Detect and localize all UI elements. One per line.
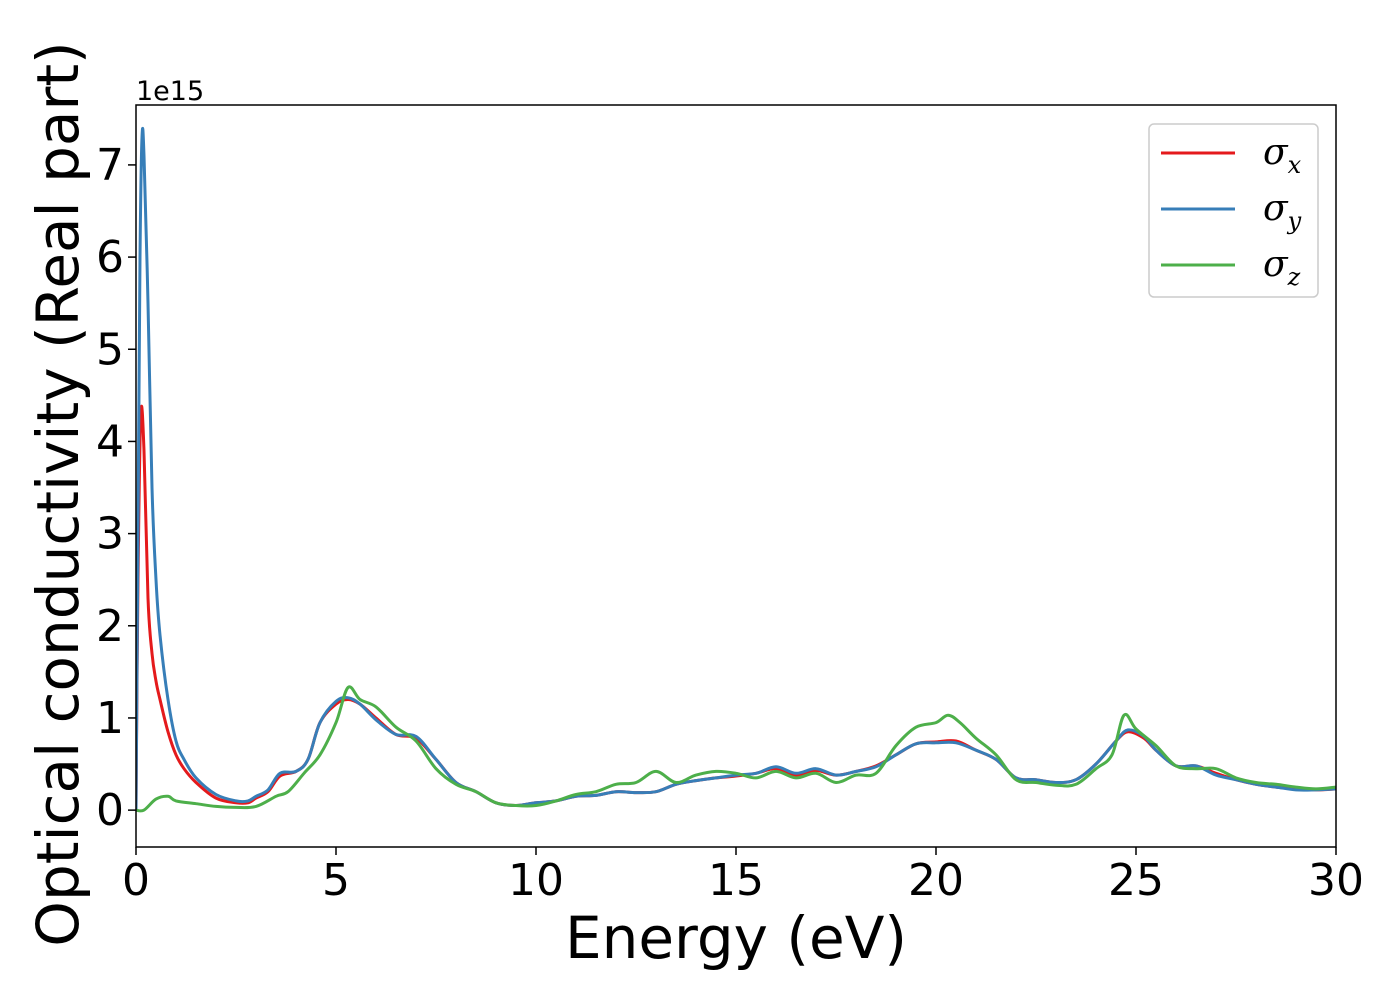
y-tick-label: 3 xyxy=(96,509,124,560)
x-tick-label: 30 xyxy=(1308,855,1364,906)
legend-subscript: y xyxy=(1287,207,1302,235)
y-tick-label: 0 xyxy=(96,785,124,836)
y-axis: 0 1 2 3 4 5 6 7 xyxy=(96,140,136,836)
y-tick-label: 7 xyxy=(96,140,124,191)
legend-subscript: z xyxy=(1287,263,1301,291)
x-tick-label: 10 xyxy=(508,855,564,906)
x-tick-label: 25 xyxy=(1108,855,1164,906)
x-tick-label: 5 xyxy=(322,855,350,906)
series-layer xyxy=(136,126,1336,813)
x-axis: 0 5 10 15 20 25 30 xyxy=(122,847,1364,906)
x-axis-title: Energy (eV) xyxy=(565,904,907,972)
y-tick-label: 5 xyxy=(96,324,124,375)
y-tick-label: 2 xyxy=(96,601,124,652)
x-tick-label: 0 xyxy=(122,855,150,906)
series-line-y xyxy=(136,126,1336,811)
series-line-z xyxy=(136,685,1336,813)
y-offset-label: 1e15 xyxy=(136,76,204,107)
y-tick-label: 4 xyxy=(96,416,124,467)
y-tick-label: 1 xyxy=(96,693,124,744)
y-axis-title: Optical conductivity (Real part) xyxy=(24,41,92,946)
y-tick-label: 6 xyxy=(96,232,124,283)
x-tick-label: 15 xyxy=(708,855,764,906)
legend-subscript: x xyxy=(1288,151,1302,179)
x-tick-label: 20 xyxy=(908,855,964,906)
